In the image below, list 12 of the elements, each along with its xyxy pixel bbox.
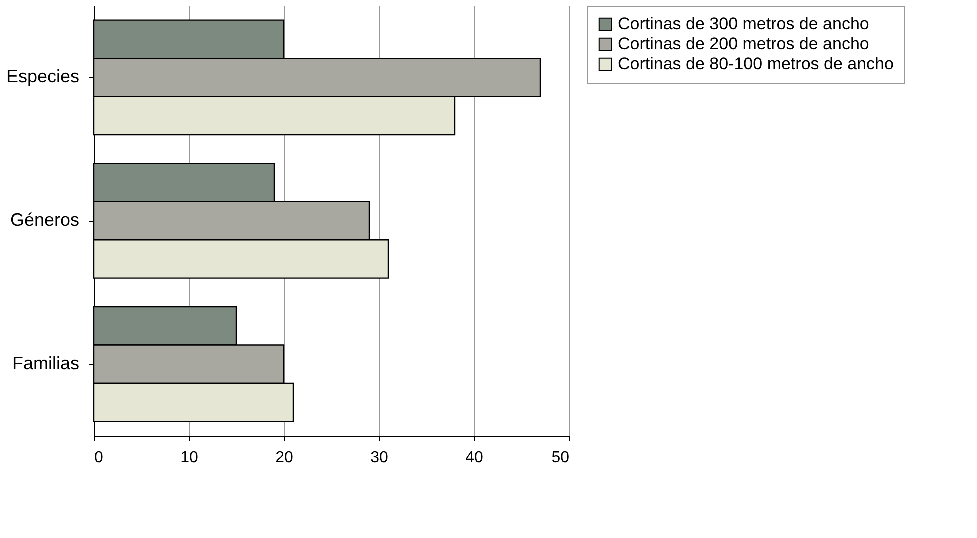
x-tick-label: 10	[180, 450, 198, 466]
y-tick-label: Especies	[6, 66, 80, 87]
legend-label: Cortinas de 300 metros de ancho	[618, 14, 870, 34]
x-tick-label: 40	[466, 450, 484, 466]
y-tick-label: Familias	[12, 353, 80, 374]
x-tick-label: 50	[552, 450, 570, 466]
y-tick-label: Géneros	[10, 210, 80, 230]
x-tick-label: 30	[370, 450, 388, 466]
x-tick-label: 0	[94, 450, 104, 466]
x-tick-label: 20	[276, 450, 294, 466]
legend-label: Cortinas de 80-100 metros de ancho	[618, 54, 894, 74]
legend-label: Cortinas de 200 metros de ancho	[618, 34, 870, 54]
